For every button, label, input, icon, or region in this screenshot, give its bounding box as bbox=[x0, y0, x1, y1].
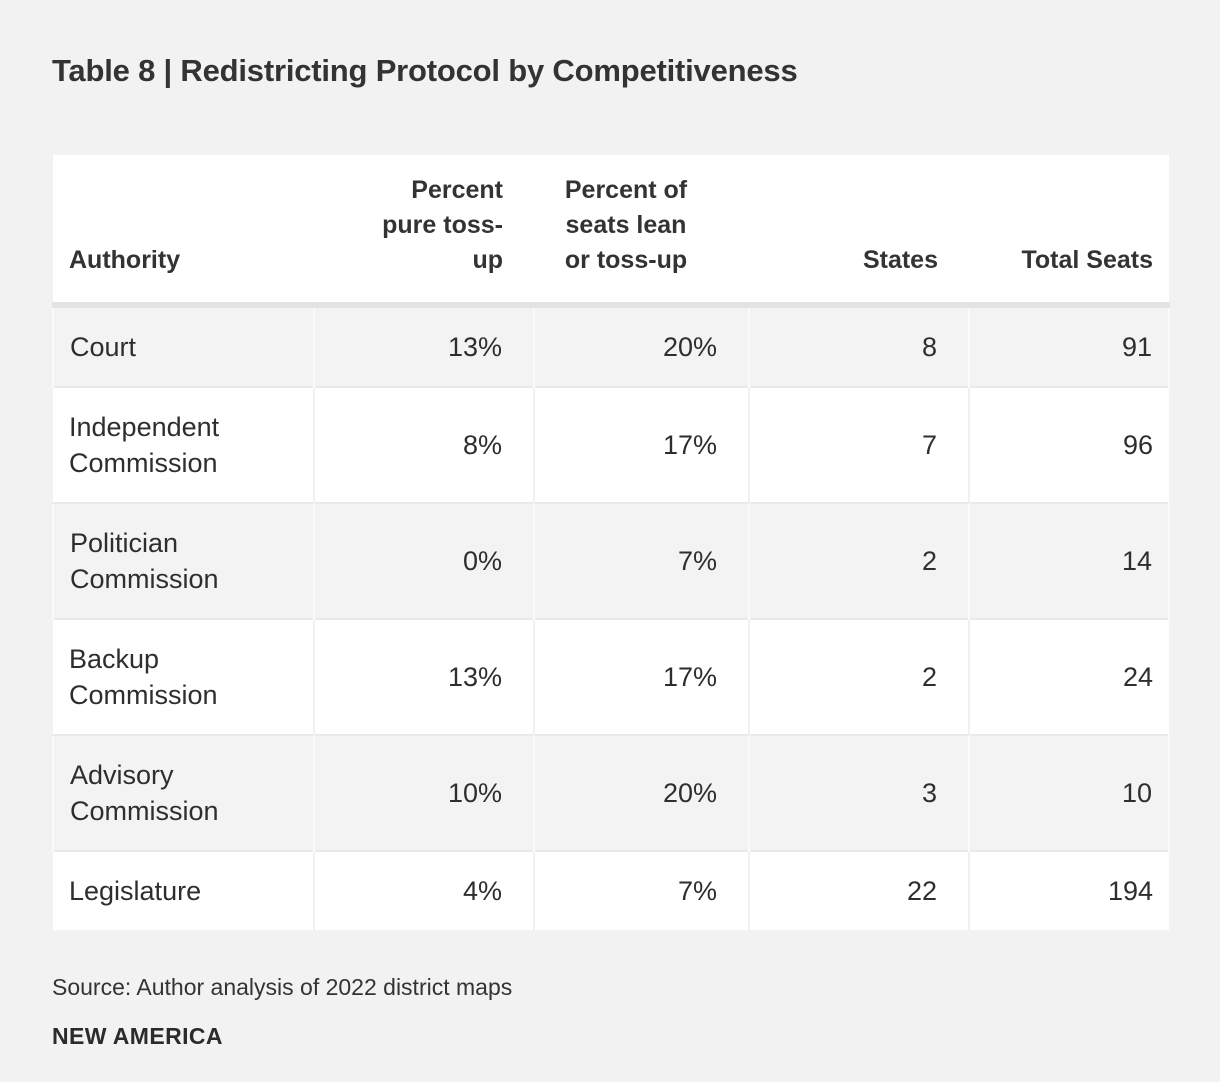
table-row: Backup Commission 13% 17% 2 24 bbox=[53, 618, 1169, 735]
table-row: Court 13% 20% 8 91 bbox=[52, 305, 1170, 387]
cell-authority: Court bbox=[52, 305, 314, 387]
cell-percent-pure-toss-up: 8% bbox=[313, 386, 534, 503]
brand-logo: NEW AMERICA bbox=[52, 1023, 223, 1049]
cell-percent-lean-toss-up: 7% bbox=[533, 502, 749, 619]
header-states: States bbox=[749, 155, 969, 308]
cell-total-seats: 194 bbox=[968, 850, 1169, 930]
cell-states: 8 bbox=[748, 305, 969, 387]
header-line: seats lean bbox=[565, 211, 687, 239]
cell-total-seats: 91 bbox=[968, 305, 1170, 387]
cell-percent-lean-toss-up: 20% bbox=[533, 305, 749, 387]
cell-percent-lean-toss-up: 7% bbox=[533, 850, 749, 930]
table-row: Legislature 4% 7% 22 194 bbox=[53, 850, 1169, 930]
data-table: Authority Percent pure toss- up Percent … bbox=[52, 155, 1170, 930]
header-total-seats: Total Seats bbox=[969, 155, 1169, 308]
cell-percent-lean-toss-up: 17% bbox=[533, 618, 749, 735]
cell-states: 3 bbox=[748, 734, 969, 851]
cell-percent-pure-toss-up: 4% bbox=[313, 850, 534, 930]
cell-percent-pure-toss-up: 13% bbox=[313, 618, 534, 735]
cell-authority: Advisory Commission bbox=[52, 734, 314, 851]
cell-authority: Independent Commission bbox=[53, 386, 314, 503]
page-title: Table 8 | Redistricting Protocol by Comp… bbox=[52, 53, 798, 88]
cell-percent-lean-toss-up: 17% bbox=[533, 386, 749, 503]
cell-percent-pure-toss-up: 10% bbox=[313, 734, 534, 851]
cell-percent-pure-toss-up: 0% bbox=[313, 502, 534, 619]
cell-authority: Legislature bbox=[53, 850, 314, 930]
cell-percent-lean-toss-up: 20% bbox=[533, 734, 749, 851]
cell-total-seats: 96 bbox=[968, 386, 1169, 503]
cell-states: 22 bbox=[748, 850, 969, 930]
header-line: up bbox=[472, 246, 503, 274]
source-note: Source: Author analysis of 2022 district… bbox=[52, 974, 513, 1000]
cell-total-seats: 10 bbox=[968, 734, 1170, 851]
table-row: Independent Commission 8% 17% 7 96 bbox=[53, 386, 1169, 503]
header-line: pure toss- bbox=[382, 211, 503, 239]
cell-authority: Politician Commission bbox=[52, 502, 314, 619]
table-row: Advisory Commission 10% 20% 3 10 bbox=[52, 734, 1170, 851]
table-row: Politician Commission 0% 7% 2 14 bbox=[52, 502, 1170, 619]
table-header-row: Authority Percent pure toss- up Percent … bbox=[53, 155, 1169, 308]
header-line: Percent bbox=[411, 176, 503, 204]
header-line: Percent of bbox=[564, 176, 688, 204]
header-percent-pure-toss-up: Percent pure toss- up bbox=[314, 155, 534, 308]
cell-total-seats: 24 bbox=[968, 618, 1169, 735]
cell-authority: Backup Commission bbox=[53, 618, 314, 735]
cell-states: 7 bbox=[748, 386, 969, 503]
cell-states: 2 bbox=[748, 618, 969, 735]
header-authority: Authority bbox=[53, 155, 314, 308]
cell-percent-pure-toss-up: 13% bbox=[313, 305, 534, 387]
header-line: or toss-up bbox=[564, 246, 688, 274]
cell-states: 2 bbox=[748, 502, 969, 619]
header-percent-lean-or-toss-up: Percent of seats lean or toss-up bbox=[534, 155, 749, 308]
cell-total-seats: 14 bbox=[968, 502, 1170, 619]
